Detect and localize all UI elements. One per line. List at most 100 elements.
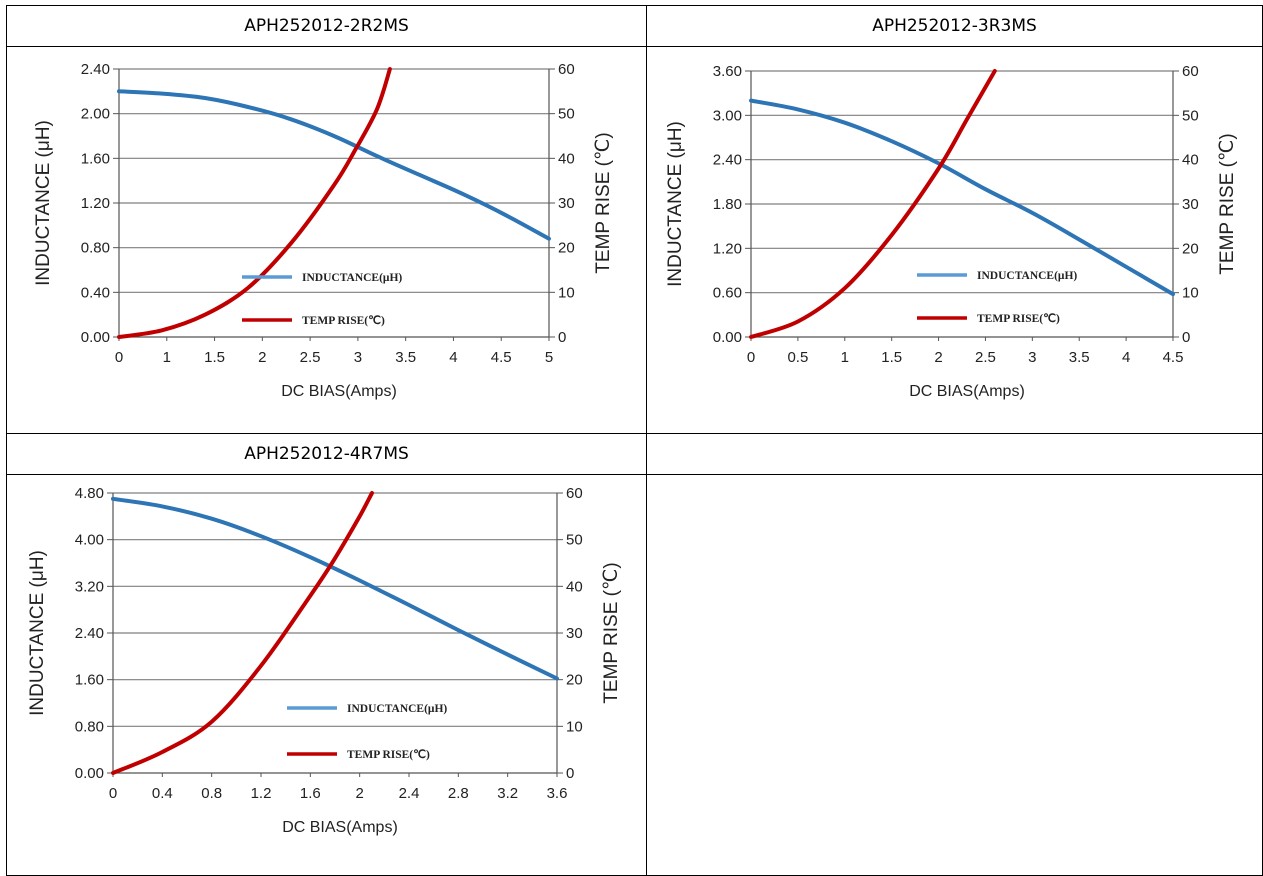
x-tick-label: 1.5 [881, 349, 902, 366]
x-tick-label: 2 [258, 349, 266, 366]
chart-3r3: 0.000.601.201.802.403.003.60010203040506… [665, 63, 1238, 400]
y2-tick-label: 10 [1182, 285, 1199, 302]
y2-tick-label: 0 [566, 765, 574, 782]
y-tick-label: 0.60 [713, 285, 742, 302]
x-tick-label: 1.6 [300, 785, 321, 802]
x-tick-label: 1.5 [204, 349, 225, 366]
y2-tick-label: 60 [566, 485, 583, 502]
x-tick-label: 1 [841, 349, 849, 366]
y-tick-label: 1.60 [75, 672, 104, 689]
chart-4r7: 0.000.801.602.403.204.004.80010203040506… [27, 485, 622, 836]
chart-row-2: 0.00 0.80 1.60 2.40 3.20 4.00 4.80 0 10 20 30 40 50 6… [6, 474, 1263, 876]
y2-tick-label: 50 [566, 532, 583, 549]
legend-label: TEMP RISE(℃) [302, 314, 385, 327]
x-tick-label: 2 [355, 785, 363, 802]
legend-label: INDUCTANCE(μH) [347, 703, 447, 715]
x-tick-label: 3.2 [497, 785, 518, 802]
legend-label: INDUCTANCE(μH) [302, 272, 402, 284]
x-tick-label: 3 [354, 349, 362, 366]
y-tick-label: 2.00 [81, 106, 110, 123]
y-tick-label: 2.40 [713, 152, 742, 169]
y2-tick-label: 30 [558, 195, 575, 212]
y-tick-label: 3.00 [713, 107, 742, 124]
y2-tick-label: 40 [566, 578, 583, 595]
series-line-temp-rise [117, 67, 392, 339]
y-tick-label: 1.80 [713, 196, 742, 213]
y-tick-label: 1.60 [81, 150, 110, 167]
y2-tick-label: 20 [558, 240, 575, 257]
x-tick-label: 0 [109, 785, 117, 802]
chart-title-3r3: APH252012-3R3MS [646, 5, 1263, 47]
x-tick-label: 4 [1122, 349, 1130, 366]
series-line-inductance [111, 496, 559, 681]
x-tick-label: 2.4 [399, 785, 420, 802]
chart-title-2r2: APH252012-2R2MS [6, 5, 647, 47]
x-tick-label: 2.5 [975, 349, 996, 366]
y2-axis-title: TEMP RISE (℃) [1217, 133, 1238, 274]
x-axis-title: DC BIAS(Amps) [282, 819, 398, 836]
spec-table: APH252012-2R2MS APH252012-3R3MS 0.00 0.40… [6, 5, 1263, 876]
chart-cell-2r2: 0.00 0.40 0.80 1.20 1.60 2.00 2.40 0 10 20 30 40 50 6… [6, 46, 647, 434]
y2-tick-label: 20 [566, 672, 583, 689]
y-tick-label: 2.40 [81, 61, 110, 78]
y-axis-title: INDUCTANCE (μH) [665, 121, 686, 287]
y-tick-label: 1.20 [713, 240, 742, 257]
x-tick-label: 0.5 [787, 349, 808, 366]
y2-tick-label: 40 [558, 150, 575, 167]
series-line-temp-rise [111, 491, 374, 775]
chart-cell-4r7: 0.00 0.80 1.60 2.40 3.20 4.00 4.80 0 10 20 30 40 50 6… [6, 474, 647, 876]
y2-tick-label: 0 [558, 329, 566, 346]
y-tick-label: 0.00 [713, 329, 742, 346]
y-tick-label: 0.40 [81, 284, 110, 301]
y2-tick-label: 0 [1182, 329, 1190, 346]
series-line-temp-rise [749, 69, 997, 339]
y-tick-label: 3.20 [75, 578, 104, 595]
x-tick-label: 2 [934, 349, 942, 366]
y2-tick-label: 50 [1182, 107, 1199, 124]
y-tick-label: 0.80 [75, 718, 104, 735]
header-row-2: APH252012-4R7MS [6, 433, 1263, 475]
y2-tick-label: 20 [1182, 240, 1199, 257]
x-tick-label: 4.5 [491, 349, 512, 366]
y-tick-label: 1.20 [81, 195, 110, 212]
x-axis-title: DC BIAS(Amps) [281, 383, 397, 400]
x-tick-label: 0.4 [152, 785, 173, 802]
y2-tick-label: 30 [566, 625, 583, 642]
x-tick-label: 3.5 [1069, 349, 1090, 366]
x-tick-label: 3.5 [395, 349, 416, 366]
y-tick-label: 4.00 [75, 532, 104, 549]
x-tick-label: 1 [163, 349, 171, 366]
legend-label: TEMP RISE(℃) [347, 748, 430, 761]
x-tick-label: 4.5 [1163, 349, 1184, 366]
empty-chart-cell [646, 474, 1263, 876]
chart-title-4r7: APH252012-4R7MS [6, 433, 647, 475]
x-tick-label: 1.2 [251, 785, 272, 802]
y2-axis-title: TEMP RISE (℃) [601, 562, 622, 703]
y2-tick-label: 40 [1182, 152, 1199, 169]
y-tick-label: 3.60 [713, 63, 742, 80]
chart-2r2: 0.000.400.801.201.602.002.40010203040506… [33, 61, 614, 400]
x-tick-label: 5 [545, 349, 553, 366]
series-line-inductance [749, 98, 1175, 297]
y2-tick-label: 50 [558, 106, 575, 123]
chart-row-1: 0.00 0.40 0.80 1.20 1.60 2.00 2.40 0 10 20 30 40 50 6… [6, 46, 1263, 434]
x-tick-label: 0 [115, 349, 123, 366]
y-axis-title: INDUCTANCE (μH) [33, 120, 54, 286]
x-tick-label: 4 [449, 349, 457, 366]
legend-label: INDUCTANCE(μH) [977, 270, 1077, 282]
y-tick-label: 4.80 [75, 485, 104, 502]
x-tick-label: 2.5 [300, 349, 321, 366]
y-tick-label: 2.40 [75, 625, 104, 642]
legend-label: TEMP RISE(℃) [977, 312, 1060, 325]
x-tick-label: 0 [747, 349, 755, 366]
y-tick-label: 0.00 [81, 329, 110, 346]
y2-tick-label: 60 [1182, 63, 1199, 80]
chart-cell-3r3: 0.00 0.60 1.20 1.80 2.40 3.00 3.60 0 10 20 30 40 50 6… [646, 46, 1263, 434]
y2-tick-label: 60 [558, 61, 575, 78]
y2-tick-label: 30 [1182, 196, 1199, 213]
x-axis-title: DC BIAS(Amps) [909, 383, 1025, 400]
y-tick-label: 0.80 [81, 240, 110, 257]
y2-tick-label: 10 [558, 284, 575, 301]
header-row-1: APH252012-2R2MS APH252012-3R3MS [6, 5, 1263, 47]
y2-tick-label: 10 [566, 718, 583, 735]
